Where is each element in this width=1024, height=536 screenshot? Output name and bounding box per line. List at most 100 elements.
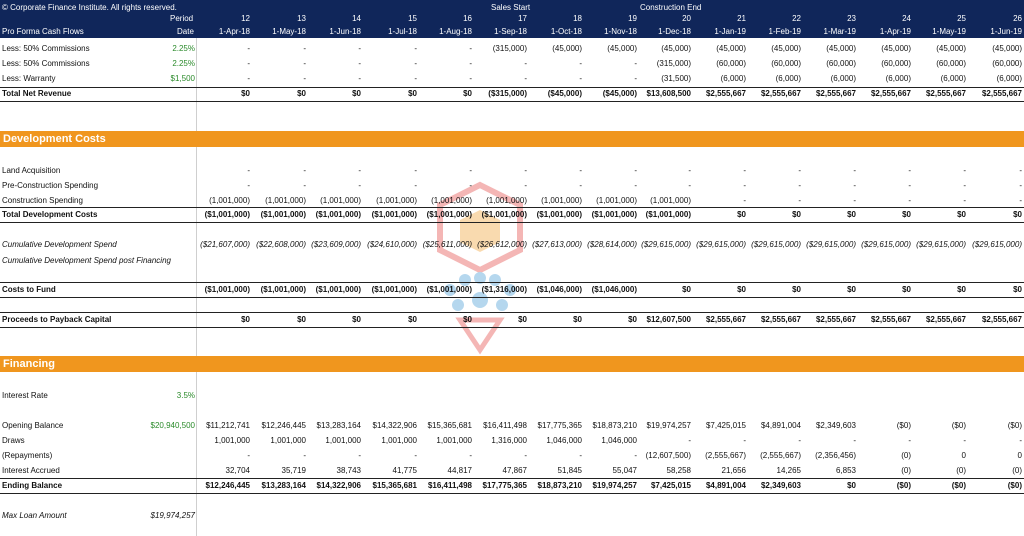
cell-value: (60,000) xyxy=(771,59,801,68)
cell-value: (1,001,000) xyxy=(486,196,527,205)
cell-value: - xyxy=(469,166,472,175)
period-date: 1-Jan-19 xyxy=(714,27,746,36)
period-number: 13 xyxy=(297,14,306,23)
cell-value: $17,775,365 xyxy=(482,481,528,490)
total-net-revenue-row: Total Net Revenue $0 $0 $0 $0 $0 ($315,000) ($4… xyxy=(0,88,1024,100)
cell-value: - xyxy=(579,451,582,460)
cell-value: ($21,607,000) xyxy=(200,240,250,249)
cell-value: (315,000) xyxy=(656,59,691,68)
period-date: 1-Aug-18 xyxy=(439,27,472,36)
cell-value: 32,704 xyxy=(225,466,250,475)
cell-value: $2,555,667 xyxy=(870,315,911,324)
row-assumption: $19,974,257 xyxy=(150,511,196,520)
revenue-row: Less: Warranty $1,500 - - - - - - - - (31,500) (6,0… xyxy=(0,73,1024,85)
cell-value: - xyxy=(358,44,361,53)
row-label: (Repayments) xyxy=(2,451,53,460)
row-assumption: 2.25% xyxy=(172,44,195,53)
cell-value: - xyxy=(469,181,472,190)
cell-value: (6,000) xyxy=(996,74,1022,83)
cell-value: - xyxy=(908,196,911,205)
row-divider xyxy=(0,282,1024,283)
cell-value: ($45,000) xyxy=(547,89,582,98)
row-label: Max Loan Amount xyxy=(2,511,67,520)
cell-value: 38,743 xyxy=(336,466,361,475)
cell-value: ($0) xyxy=(896,481,911,490)
period-date: 1-Mar-19 xyxy=(823,27,856,36)
cell-value: - xyxy=(247,59,250,68)
cell-value: (6,000) xyxy=(720,74,746,83)
cell-value: $0 xyxy=(847,285,856,294)
cell-value: $14,322,906 xyxy=(372,421,418,430)
cell-value: $7,425,015 xyxy=(705,421,746,430)
period-number: 15 xyxy=(408,14,417,23)
cell-value: ($1,001,000) xyxy=(591,210,637,219)
row-label: Interest Accrued xyxy=(2,466,60,475)
period-number: 24 xyxy=(902,14,911,23)
cell-value: $0 xyxy=(792,210,801,219)
cell-value: $0 xyxy=(792,285,801,294)
cell-value: $0 xyxy=(297,315,306,324)
row-label: Construction Spending xyxy=(2,196,83,205)
cell-value: - xyxy=(579,74,582,83)
cell-value: $13,283,164 xyxy=(316,421,362,430)
cell-value: - xyxy=(908,436,911,445)
cell-value: (31,500) xyxy=(661,74,691,83)
row-divider xyxy=(0,493,1024,494)
cell-value: - xyxy=(247,166,250,175)
cell-value: - xyxy=(743,166,746,175)
cell-value: $0 xyxy=(352,315,361,324)
cell-value: - xyxy=(469,44,472,53)
cell-value: - xyxy=(798,181,801,190)
cell-value: ($1,001,000) xyxy=(260,285,306,294)
cell-value: ($29,615,000) xyxy=(641,240,691,249)
period-date: 1-Apr-19 xyxy=(879,27,911,36)
cell-value: ($0) xyxy=(1007,481,1022,490)
total-development-costs-row: Total Development Costs ($1,001,000) ($1,0… xyxy=(0,209,1024,221)
cell-value: $0 xyxy=(957,210,966,219)
cell-value: $0 xyxy=(352,89,361,98)
cell-value: ($45,000) xyxy=(602,89,637,98)
cell-value: (0) xyxy=(901,466,911,475)
cell-value: - xyxy=(524,166,527,175)
cell-value: $2,555,667 xyxy=(705,315,746,324)
cell-value: - xyxy=(524,451,527,460)
cell-value: ($1,001,000) xyxy=(204,285,250,294)
cell-value: $0 xyxy=(902,285,911,294)
cell-value: (60,000) xyxy=(826,59,856,68)
cell-value: $16,411,498 xyxy=(483,421,527,430)
cell-value: ($1,001,000) xyxy=(315,210,361,219)
cell-value: $2,555,667 xyxy=(870,89,911,98)
cell-value: ($29,615,000) xyxy=(861,240,911,249)
cell-value: $0 xyxy=(737,210,746,219)
cell-value: ($26,612,000) xyxy=(477,240,527,249)
cell-value: 51,845 xyxy=(557,466,582,475)
cell-value: $2,555,667 xyxy=(925,89,966,98)
period-number: 16 xyxy=(463,14,472,23)
ending-balance-row: Ending Balance $12,246,445 $13,283,164 $14,… xyxy=(0,480,1024,492)
cell-value: $19,974,257 xyxy=(646,421,692,430)
development-row: Land Acquisition - - - - - - - - - - - - - - - xyxy=(0,165,1024,177)
cell-value: - xyxy=(1019,196,1022,205)
costs-to-fund-row: Costs to Fund ($1,001,000) ($1,001,000) ($1… xyxy=(0,284,1024,296)
cell-value: (45,000) xyxy=(826,44,856,53)
cell-value: $2,555,667 xyxy=(760,315,801,324)
row-divider xyxy=(0,207,1024,208)
period-date: 1-May-19 xyxy=(932,27,966,36)
cell-value: $15,365,681 xyxy=(427,421,473,430)
cell-value: $0 xyxy=(737,285,746,294)
period-number: 18 xyxy=(573,14,582,23)
cell-value: (1,001,000) xyxy=(541,196,582,205)
cell-value: - xyxy=(414,59,417,68)
cell-value: - xyxy=(634,451,637,460)
cell-value: (60,000) xyxy=(716,59,746,68)
row-assumption: 3.5% xyxy=(176,391,195,400)
cell-value: ($1,001,000) xyxy=(426,285,472,294)
cell-value: ($29,615,000) xyxy=(972,240,1022,249)
cell-value: (2,555,667) xyxy=(705,451,746,460)
cell-value: ($315,000) xyxy=(488,89,527,98)
cumulative-spend-row: Cumulative Development Spend ($21,607,000… xyxy=(0,239,1024,251)
cell-value: (0) xyxy=(956,466,966,475)
copyright-text: © Corporate Finance Institute. All right… xyxy=(2,3,177,12)
cell-value: $14,322,906 xyxy=(316,481,362,490)
cell-value: $2,555,667 xyxy=(705,89,746,98)
